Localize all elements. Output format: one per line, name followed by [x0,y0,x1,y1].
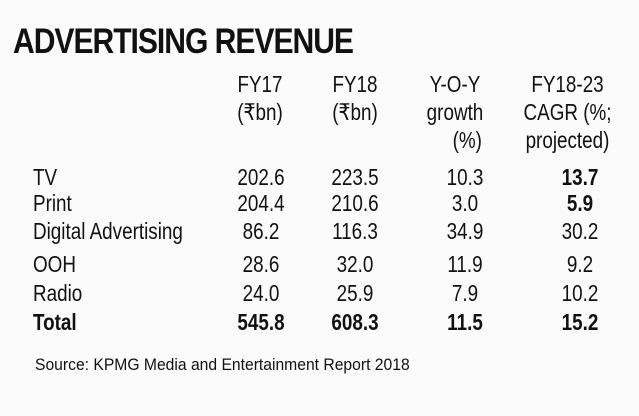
cell-digital-fy17: 86.2 [242,218,280,244]
row-label-radio: Radio [33,280,83,306]
column-header-line: FY17 [237,71,283,97]
column-header-cagr: FY18-23 CAGR (%; projected) [516,70,619,154]
column-header-line: (%) [452,127,482,153]
cell-digital-cagr: 30.2 [561,218,599,244]
cell-print-fy18: 210.6 [331,190,379,216]
column-header-line: CAGR (%; [523,99,612,125]
cell-radio-cagr: 10.2 [561,280,599,306]
cell-tv-yoy: 10.3 [446,164,484,190]
row-label-tv: TV [33,164,58,190]
row-label-ooh: OOH [33,251,76,277]
table-title: ADVERTISING REVENUE [13,22,354,61]
column-header-line: projected) [525,127,610,153]
cell-radio-yoy: 7.9 [451,280,479,306]
row-label-digital-advertising: Digital Advertising [33,218,183,244]
cell-total-fy17: 545.8 [237,309,285,335]
row-label-total: Total [33,309,77,335]
cell-tv-fy17: 202.6 [237,164,285,190]
source-note: Source: KPMG Media and Entertainment Rep… [35,356,410,374]
cell-total-yoy: 11.5 [447,309,483,335]
column-header-line: growth [426,99,484,125]
column-header-line: (₹bn) [332,99,378,125]
cell-total-cagr: 15.2 [561,309,599,335]
cell-ooh-cagr: 9.2 [566,251,594,277]
cell-digital-yoy: 34.9 [446,218,484,244]
cell-tv-cagr: 13.7 [561,164,599,190]
cell-print-cagr: 5.9 [566,190,594,216]
column-header-fy18: FY18 (₹bn) [318,70,392,126]
cell-tv-fy18: 223.5 [331,164,379,190]
column-header-line: FY18 [332,71,378,97]
column-header-fy17: FY17 (₹bn) [223,70,297,126]
cell-ooh-fy18: 32.0 [336,251,374,277]
column-header-line: Y-O-Y [429,71,481,97]
cell-radio-fy17: 24.0 [242,280,280,306]
cell-radio-fy18: 25.9 [336,280,374,306]
column-header-line: FY18-23 [531,71,604,97]
cell-digital-fy18: 116.3 [332,218,378,244]
cell-print-fy17: 204.4 [237,190,285,216]
cell-ooh-yoy: 11.9 [447,251,483,277]
cell-print-yoy: 3.0 [451,190,479,216]
row-label-print: Print [33,190,72,216]
column-header-line: (₹bn) [237,99,283,125]
cell-ooh-fy17: 28.6 [242,251,280,277]
column-header-yoy-growth: Y-O-Y growth (%) [414,70,496,154]
cell-total-fy18: 608.3 [331,309,379,335]
